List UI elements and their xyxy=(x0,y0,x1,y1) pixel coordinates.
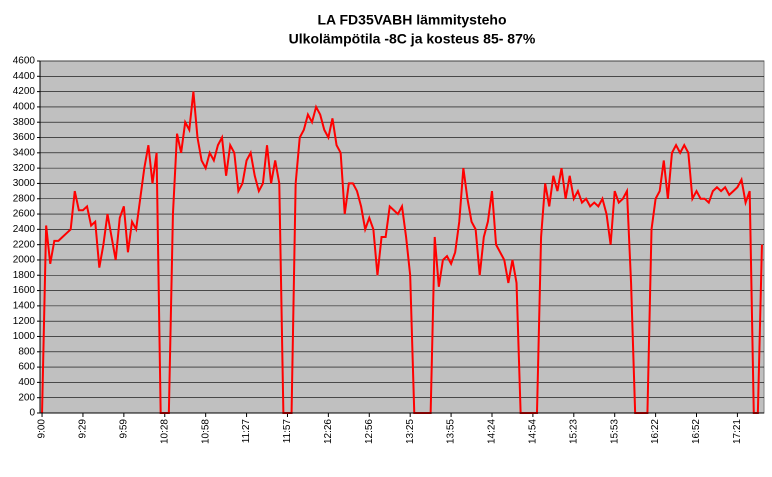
y-tick-label: 200 xyxy=(18,392,35,403)
y-tick-label: 0 xyxy=(29,408,35,419)
x-tick-label: 9:29 xyxy=(78,419,89,439)
x-tick-label: 15:23 xyxy=(568,419,579,444)
y-tick-label: 800 xyxy=(18,346,35,357)
y-tick-label: 1800 xyxy=(13,270,36,281)
x-tick-label: 9:00 xyxy=(37,419,48,439)
x-tick-label: 10:58 xyxy=(200,419,211,444)
y-tick-label: 2400 xyxy=(13,224,36,235)
y-tick-label: 3000 xyxy=(13,178,36,189)
x-tick-label: 13:55 xyxy=(446,419,457,444)
x-tick-label: 17:21 xyxy=(732,419,743,444)
y-tick-label: 1600 xyxy=(13,285,36,296)
x-tick-label: 13:25 xyxy=(405,419,416,444)
y-tick-label: 1200 xyxy=(13,316,36,327)
y-tick-label: 2800 xyxy=(13,193,36,204)
x-tick-label: 12:26 xyxy=(323,419,334,444)
y-tick-label: 600 xyxy=(18,362,35,373)
y-tick-label: 1400 xyxy=(13,301,36,312)
y-tick-label: 2600 xyxy=(13,209,36,220)
x-tick-label: 10:28 xyxy=(159,419,170,444)
y-tick-label: 4200 xyxy=(13,86,36,97)
x-tick-label: 16:22 xyxy=(650,419,661,444)
y-tick-label: 1000 xyxy=(13,331,36,342)
y-tick-label: 4400 xyxy=(13,71,36,82)
plot-area xyxy=(39,60,765,414)
y-tick-label: 4600 xyxy=(13,56,36,67)
x-tick-label: 14:54 xyxy=(528,419,539,444)
x-tick-label: 12:56 xyxy=(364,419,375,444)
y-tick-label: 3200 xyxy=(13,163,36,174)
x-tick-label: 11:27 xyxy=(241,419,252,444)
chart-subtitle: Ulkolämpötila -8C ja kosteus 85- 87% xyxy=(289,31,536,47)
y-tick-label: 3800 xyxy=(13,117,36,128)
x-tick-label: 11:57 xyxy=(282,419,293,444)
x-tick-label: 15:53 xyxy=(609,419,620,444)
y-tick-label: 3400 xyxy=(13,147,36,158)
y-tick-label: 400 xyxy=(18,377,35,388)
y-tick-label: 2000 xyxy=(13,255,36,266)
y-tick-label: 3600 xyxy=(13,132,36,143)
x-tick-label: 9:59 xyxy=(118,419,129,439)
y-tick-label: 2200 xyxy=(13,239,36,250)
x-tick-label: 14:24 xyxy=(487,419,498,444)
x-tick-label: 16:52 xyxy=(691,419,702,444)
y-tick-label: 4000 xyxy=(13,102,36,113)
chart-title: LA FD35VABH lämmitysteho xyxy=(317,12,506,28)
